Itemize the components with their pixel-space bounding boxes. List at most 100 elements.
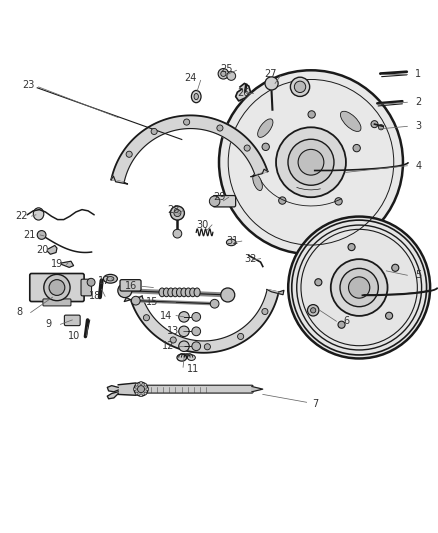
Circle shape [217, 125, 223, 131]
Circle shape [237, 333, 244, 340]
Circle shape [140, 394, 142, 397]
Circle shape [307, 304, 319, 316]
Circle shape [151, 128, 157, 134]
Circle shape [262, 143, 269, 150]
Text: 20: 20 [37, 245, 49, 255]
Text: 10: 10 [68, 330, 81, 341]
Ellipse shape [253, 174, 262, 191]
Circle shape [135, 383, 138, 386]
Circle shape [192, 327, 201, 336]
Text: 31: 31 [226, 236, 238, 246]
Text: 2: 2 [415, 97, 421, 107]
Circle shape [146, 388, 148, 391]
Text: 12: 12 [162, 341, 175, 351]
Circle shape [140, 382, 142, 384]
Text: 11: 11 [187, 365, 199, 374]
Text: 3: 3 [415, 122, 421, 131]
FancyBboxPatch shape [30, 273, 84, 302]
Ellipse shape [33, 208, 44, 220]
Circle shape [134, 388, 136, 391]
Ellipse shape [194, 288, 200, 297]
Text: 7: 7 [312, 399, 318, 409]
Circle shape [126, 151, 132, 157]
Polygon shape [267, 289, 284, 295]
FancyBboxPatch shape [81, 279, 92, 296]
Circle shape [174, 209, 181, 216]
Ellipse shape [163, 288, 170, 297]
Polygon shape [111, 176, 127, 184]
Circle shape [219, 70, 403, 254]
Text: 29: 29 [213, 192, 225, 203]
Circle shape [144, 383, 147, 386]
Text: 4: 4 [415, 161, 421, 171]
Circle shape [170, 337, 176, 343]
Ellipse shape [187, 355, 195, 360]
Text: 27: 27 [265, 69, 277, 79]
Circle shape [371, 120, 378, 128]
Ellipse shape [103, 274, 117, 283]
Circle shape [218, 69, 229, 79]
Circle shape [37, 231, 46, 239]
Circle shape [179, 341, 189, 351]
Ellipse shape [194, 93, 198, 100]
Text: 15: 15 [146, 296, 159, 306]
Circle shape [288, 139, 334, 185]
Circle shape [308, 111, 315, 118]
FancyBboxPatch shape [213, 196, 236, 207]
Circle shape [44, 274, 70, 301]
Circle shape [262, 309, 268, 314]
FancyBboxPatch shape [145, 385, 253, 393]
Text: 26: 26 [237, 88, 249, 99]
Text: 19: 19 [51, 260, 63, 269]
Text: 28: 28 [167, 205, 179, 215]
Ellipse shape [177, 354, 187, 361]
Circle shape [170, 206, 184, 220]
Ellipse shape [340, 111, 361, 132]
FancyBboxPatch shape [120, 280, 141, 291]
Polygon shape [107, 392, 118, 399]
Ellipse shape [190, 288, 196, 297]
Text: 14: 14 [160, 311, 173, 320]
Circle shape [143, 314, 149, 321]
Text: 13: 13 [167, 326, 179, 336]
Circle shape [192, 312, 201, 321]
Circle shape [209, 196, 220, 206]
Circle shape [118, 284, 132, 297]
Circle shape [184, 119, 190, 125]
Circle shape [221, 71, 226, 76]
Polygon shape [124, 296, 142, 302]
Circle shape [378, 125, 384, 130]
Circle shape [290, 77, 310, 96]
Ellipse shape [172, 288, 178, 297]
Ellipse shape [107, 277, 114, 281]
Circle shape [173, 229, 182, 238]
Polygon shape [47, 246, 57, 254]
Polygon shape [107, 386, 118, 392]
Text: 23: 23 [22, 80, 35, 90]
Text: 24: 24 [184, 73, 197, 83]
Circle shape [49, 280, 65, 295]
Circle shape [135, 392, 138, 395]
Polygon shape [252, 386, 263, 392]
Polygon shape [236, 84, 251, 101]
Circle shape [335, 198, 342, 205]
Circle shape [131, 296, 140, 305]
Circle shape [87, 278, 95, 286]
Ellipse shape [181, 288, 187, 297]
Polygon shape [131, 289, 279, 353]
Circle shape [353, 144, 360, 152]
Text: 17: 17 [98, 276, 110, 286]
Circle shape [210, 300, 219, 308]
Text: 5: 5 [415, 270, 421, 280]
Circle shape [331, 259, 388, 316]
Polygon shape [118, 383, 145, 395]
Ellipse shape [191, 91, 201, 103]
Text: 8: 8 [17, 308, 23, 318]
Polygon shape [251, 169, 268, 177]
FancyBboxPatch shape [64, 315, 80, 326]
Text: 21: 21 [24, 230, 36, 240]
Ellipse shape [226, 239, 236, 246]
Circle shape [338, 321, 345, 328]
Circle shape [265, 77, 278, 90]
Circle shape [288, 216, 430, 359]
